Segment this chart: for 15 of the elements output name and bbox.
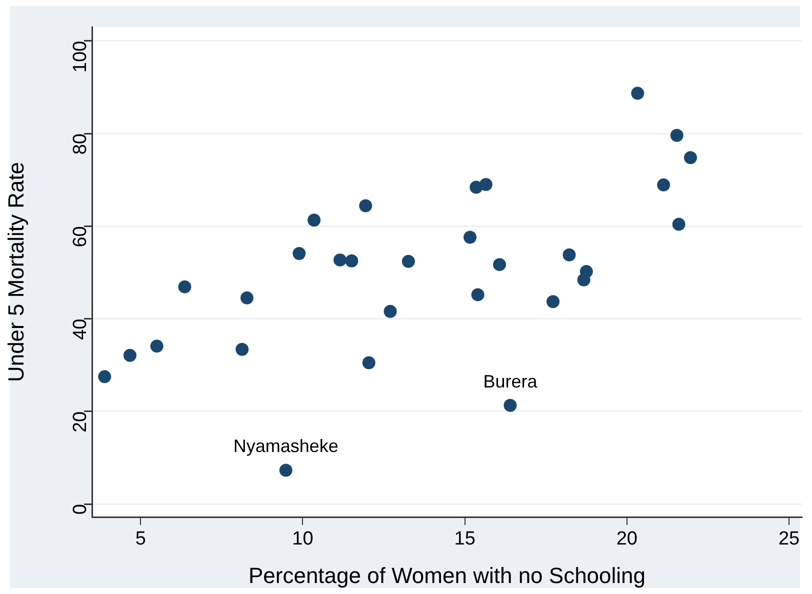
x-tick-label: 10 [292, 528, 314, 550]
annotation: Burera [483, 371, 538, 392]
x-tick-label: 5 [135, 528, 146, 550]
y-tick-label: 60 [70, 226, 92, 248]
annotation: Nyamasheke [233, 436, 338, 456]
x-tick-label: 25 [778, 528, 800, 550]
y-tick-label: 20 [70, 411, 92, 433]
y-tick-label: 80 [70, 134, 92, 155]
y-axis-title: Under 5 Mortality Rate [3, 162, 28, 382]
x-tick-label: 20 [616, 528, 638, 550]
y-tick-label: 40 [70, 318, 92, 340]
x-tick-label: 15 [454, 528, 476, 550]
x-axis-title: Percentage of Women with no Schooling [248, 562, 646, 588]
y-tick-label: 0 [70, 504, 92, 515]
y-tick-label: 100 [70, 40, 92, 73]
